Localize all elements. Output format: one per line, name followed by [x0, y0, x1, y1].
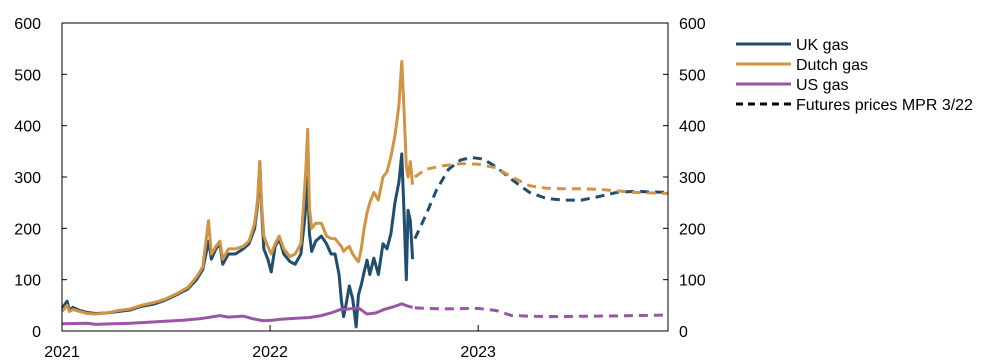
y-tick-label-right: 500: [679, 67, 706, 84]
y-tick-label-right: 0: [679, 324, 688, 341]
y-tick-label-left: 500: [14, 67, 41, 84]
y-tick-label-right: 600: [679, 16, 706, 33]
legend-item-us-gas: US gas: [796, 77, 848, 94]
series-line-dutch: [60, 60, 415, 316]
y-tick-label-right: 200: [679, 221, 706, 238]
axes: 0 0 100 100 200 200 300 300 400 400 500 500 600 600 20…: [14, 16, 706, 360]
y-tick-label-left: 0: [32, 324, 41, 341]
legend: UK gas Dutch gas US gas Futures prices MPR …: [736, 37, 973, 114]
series-line-dutch-futures: [414, 162, 669, 195]
x-tick-label: 2021: [44, 344, 80, 360]
plot-area: [60, 60, 669, 329]
y-tick-label-left: 100: [14, 273, 41, 290]
y-tick-label-left: 200: [14, 221, 41, 238]
legend-item-dutch-gas: Dutch gas: [796, 57, 868, 74]
legend-item-futures: Futures prices MPR 3/22: [796, 97, 973, 114]
y-tick-label-left: 300: [14, 170, 41, 187]
legend-item-uk-gas: UK gas: [796, 37, 848, 54]
x-tick-label: 2022: [252, 344, 288, 360]
plot-frame: [61, 22, 669, 332]
series-line-us-futures: [414, 306, 669, 319]
y-tick-label-right: 300: [679, 170, 706, 187]
x-tick-label: 2023: [460, 344, 496, 360]
y-tick-label-right: 100: [679, 273, 706, 290]
series-line-us: [61, 302, 413, 326]
series-line-uk-futures: [413, 155, 669, 240]
series-line-uk: [60, 152, 415, 329]
y-tick-label-right: 400: [679, 119, 706, 136]
y-tick-label-left: 400: [14, 119, 41, 136]
y-tick-label-left: 600: [14, 16, 41, 33]
